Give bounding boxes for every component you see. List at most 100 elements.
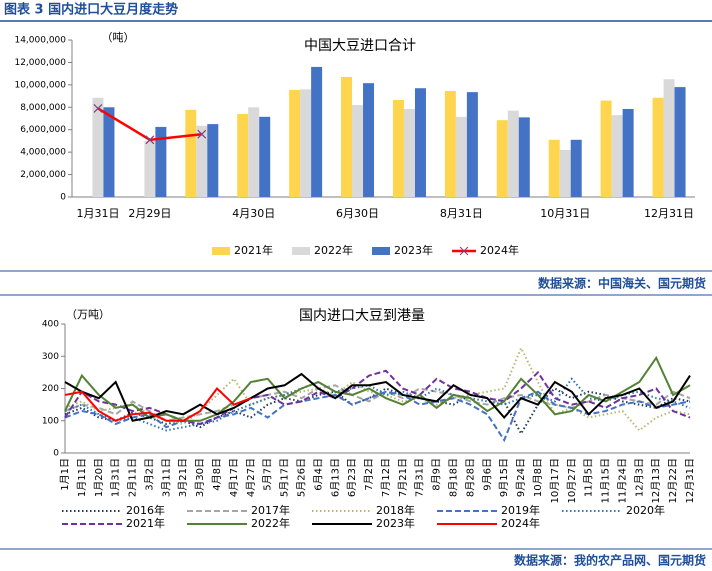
bar (444, 91, 456, 197)
x-tick-label: 12月3日 (633, 458, 645, 497)
x-tick-label: 4月30日 (232, 207, 275, 220)
x-tick-label: 6月30日 (336, 207, 379, 220)
marker (145, 135, 155, 145)
x-tick-label: 3月11日 (160, 458, 172, 497)
bar (248, 107, 260, 197)
x-tick-label: 6月13日 (329, 458, 341, 497)
y-tick-label: 14,000,000 (14, 36, 66, 46)
x-tick-label: 6月23日 (346, 458, 358, 497)
x-tick-label: 4月17日 (228, 458, 240, 497)
legend-label: 2024年 (480, 243, 519, 257)
legend-label: 2021年 (234, 243, 273, 257)
x-tick-label: 10月27日 (566, 458, 578, 503)
bar (103, 107, 115, 197)
bar (341, 77, 353, 197)
legend-label: 2023年 (376, 516, 415, 530)
x-tick-label: 3月21日 (177, 458, 189, 497)
legend-label: 2023年 (394, 243, 433, 257)
x-tick-label: 1月31日 (76, 207, 119, 220)
x-tick-label: 11月5日 (583, 458, 595, 497)
x-tick-label: 5月17日 (279, 458, 291, 497)
y-tick-label: 400 (42, 320, 59, 330)
x-tick-label: 1月11日 (76, 458, 88, 497)
line (64, 372, 691, 422)
bar (300, 89, 312, 197)
legend-label: 2018年 (376, 503, 415, 517)
x-tick-label: 10月31日 (540, 207, 590, 220)
source: 数据来源：我的农产品网、国元期货 (514, 553, 706, 568)
bar (518, 117, 530, 197)
bar (392, 99, 404, 197)
legend-label: 2019年 (501, 503, 540, 517)
y-tick-label: 2,000,000 (20, 170, 66, 180)
y-unit: （万吨） (66, 308, 110, 321)
x-tick-label: 9月24日 (515, 458, 527, 497)
legend-label: 2016年 (126, 503, 165, 517)
line (64, 369, 691, 426)
bar (507, 110, 519, 197)
x-tick-label: 9月6日 (481, 458, 493, 491)
x-tick-label: 12月31日 (644, 207, 694, 220)
source: 数据来源：中国海关、国元期货 (538, 276, 706, 291)
bar (548, 139, 560, 197)
x-tick-label: 7月21日 (397, 458, 409, 497)
line (64, 390, 691, 443)
legend-label: 2022年 (251, 516, 290, 530)
bar (144, 140, 156, 197)
bar (570, 139, 582, 197)
bar (207, 124, 219, 197)
y-tick-label: 10,000,000 (14, 80, 66, 90)
x-tick-label: 9月15日 (498, 458, 510, 497)
x-tick-label: 10月8日 (532, 458, 544, 497)
y-tick-label: 300 (42, 352, 59, 362)
x-tick-label: 6月4日 (312, 458, 324, 491)
chart-title: 国内进口大豆到港量 (299, 308, 425, 324)
y-tick-label: 12,000,000 (14, 58, 66, 68)
x-tick-label: 7月31日 (414, 458, 426, 497)
legend-swatch (212, 247, 230, 255)
x-tick-label: 1月1日 (59, 458, 71, 491)
bar (196, 125, 208, 197)
y-tick-label: 8,000,000 (20, 103, 66, 113)
line (64, 386, 252, 422)
bar (92, 97, 104, 197)
x-tick-label: 2月29日 (128, 207, 171, 220)
bar (600, 100, 612, 197)
y-tick-label: 0 (60, 193, 66, 203)
x-tick-label: 10月17日 (549, 458, 561, 503)
bar (466, 92, 478, 197)
bar (559, 149, 571, 197)
x-tick-label: 7月2日 (363, 458, 375, 491)
x-tick-label: 3月2日 (143, 458, 155, 491)
marker (93, 103, 103, 113)
bar (414, 88, 426, 197)
bar (311, 66, 323, 198)
line (64, 355, 691, 422)
bar (455, 116, 467, 197)
y-tick-label: 4,000,000 (20, 148, 66, 158)
x-tick-label: 12月13日 (650, 458, 662, 503)
x-tick-label: 8月31日 (440, 207, 483, 220)
x-tick-label: 8月28日 (464, 458, 476, 497)
legend-label: 2017年 (251, 503, 290, 517)
bar (496, 120, 508, 197)
x-tick-label: 7月12日 (380, 458, 392, 497)
legend-label: 2021年 (126, 516, 165, 530)
y-tick-label: 6,000,000 (20, 125, 66, 135)
bar (611, 115, 623, 197)
x-tick-label: 4月27日 (245, 458, 257, 497)
x-tick-label: 2月11日 (127, 458, 139, 497)
legend-swatch (292, 247, 310, 255)
chart-title: 中国大豆进口合计 (304, 38, 416, 54)
x-tick-label: 11月24日 (616, 458, 628, 503)
bar (363, 83, 375, 197)
header-title: 图表 3 国内进口大豆月度走势 (4, 2, 178, 18)
x-tick-label: 5月26日 (295, 458, 307, 497)
x-tick-label: 4月8日 (211, 458, 223, 491)
x-tick-label: 12月22日 (667, 458, 679, 503)
x-tick-label: 11月15日 (600, 458, 612, 503)
bar (155, 126, 167, 197)
bar (674, 87, 686, 197)
bar (652, 97, 664, 197)
